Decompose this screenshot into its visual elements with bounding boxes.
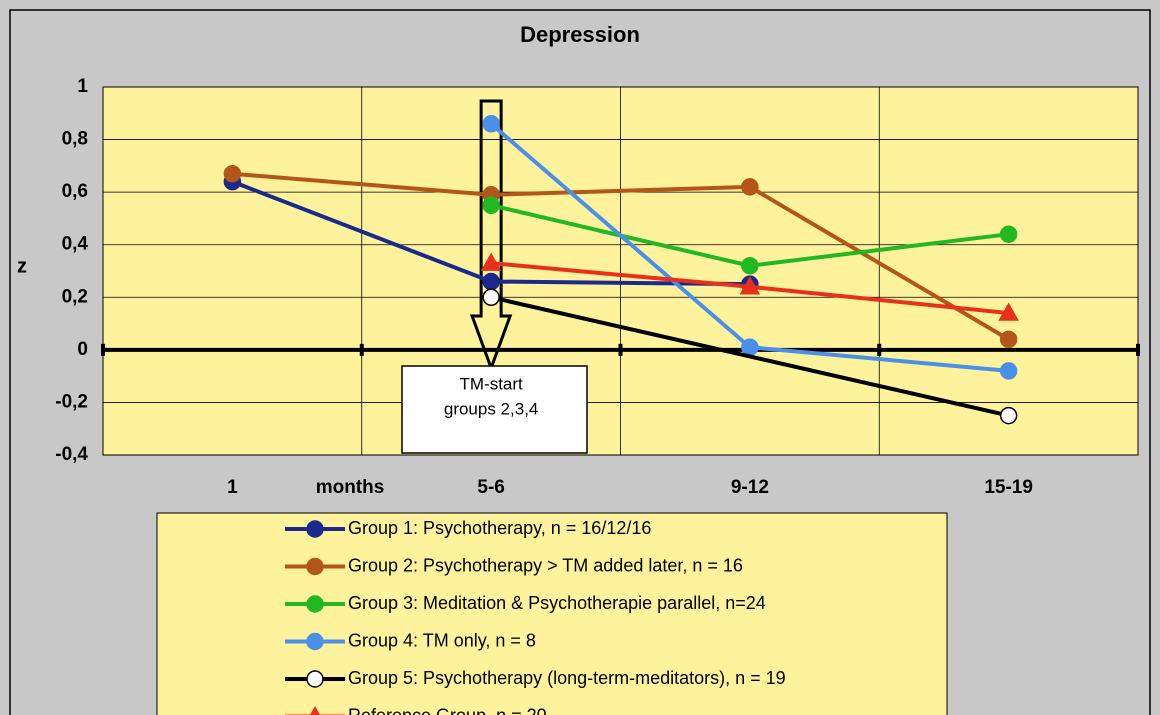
x-tick-label: 5-6 <box>477 477 504 498</box>
y-tick-label: 0,6 <box>62 181 88 202</box>
y-tick-label: 0,8 <box>62 129 88 150</box>
gap-bridge <box>490 295 1010 418</box>
x-axis-label: months <box>316 477 385 498</box>
legend-marker <box>306 557 324 576</box>
legend-label: Group 1: Psychotherapy, n = 16/12/16 <box>348 518 651 538</box>
data-point <box>482 288 500 307</box>
data-point <box>999 225 1018 243</box>
y-tick-label: 0,4 <box>62 234 89 255</box>
y-axis-label: z <box>17 255 27 277</box>
legend-marker <box>309 705 321 715</box>
series-line <box>232 171 1010 342</box>
data-point <box>741 338 759 356</box>
legend-marker <box>306 520 324 538</box>
data-point <box>482 272 500 291</box>
data-point <box>482 115 500 133</box>
legend-marker <box>306 595 324 613</box>
data-point <box>998 302 1019 321</box>
data-point <box>480 252 502 271</box>
data-point <box>482 196 500 215</box>
legend-label: Group 4: TM only, n = 8 <box>348 630 536 650</box>
y-tick-label: 0 <box>77 339 88 360</box>
legend-marker <box>306 632 324 651</box>
data-point <box>741 178 759 196</box>
data-point <box>999 362 1018 380</box>
legend-label: Reference Group, n = 20 <box>348 705 547 715</box>
data-point <box>739 276 761 295</box>
chart-title: Depression <box>520 22 640 47</box>
data-point <box>999 330 1018 349</box>
legend-label: Group 3: Meditation & Psychotherapie par… <box>348 593 766 613</box>
x-tick-label: 15-19 <box>984 477 1033 498</box>
x-tick-label: 1 <box>227 477 238 498</box>
y-tick-label: 0,2 <box>62 286 88 307</box>
annotation-text: TM-start <box>459 374 523 393</box>
annotation-box <box>401 365 588 454</box>
annotation: TM-start groups 2,3,4 <box>401 99 588 454</box>
annotation-text: groups 2,3,4 <box>444 399 539 418</box>
y-tick-label: -0,2 <box>55 391 88 412</box>
legend-label: Group 5: Psychotherapy (long-term-medita… <box>348 668 786 688</box>
legend-marker <box>306 670 324 688</box>
data-point <box>223 164 242 183</box>
frame <box>9 9 1151 715</box>
x-tick-label: 9-12 <box>731 477 769 498</box>
annotation-arrow <box>469 99 513 373</box>
y-tick-label: -0,4 <box>55 444 88 465</box>
legend <box>156 512 948 715</box>
data-point <box>999 406 1018 425</box>
data-point <box>741 256 759 275</box>
legend-label: Group 2: Psychotherapy > TM added later,… <box>348 555 743 575</box>
y-tick-label: 1 <box>77 76 88 97</box>
